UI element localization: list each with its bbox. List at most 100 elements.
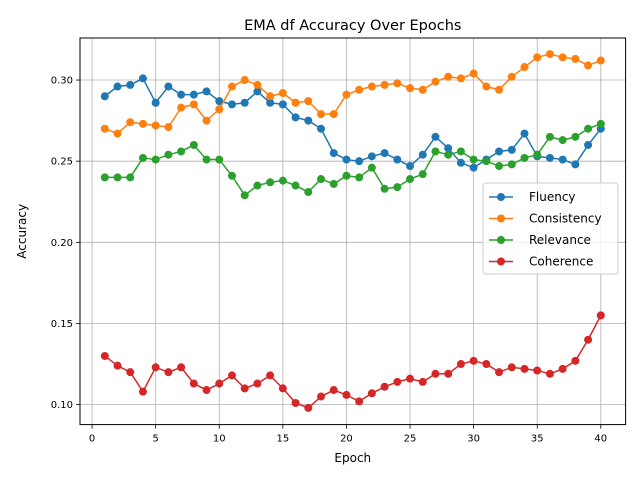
series-line-relevance	[104, 123, 602, 197]
data-point-coherence	[227, 371, 236, 380]
data-point-coherence	[393, 377, 402, 386]
data-point-fluency	[406, 162, 415, 171]
data-point-coherence	[431, 369, 440, 378]
data-point-relevance	[507, 160, 516, 169]
data-point-fluency	[495, 147, 504, 156]
data-point-relevance	[164, 150, 173, 159]
data-point-consistency	[151, 121, 160, 130]
data-point-coherence	[469, 356, 478, 365]
data-point-relevance	[189, 140, 198, 149]
series-consistency	[100, 50, 605, 138]
data-point-coherence	[355, 397, 364, 406]
data-point-coherence	[317, 392, 326, 401]
data-point-fluency	[507, 145, 516, 154]
data-point-fluency	[215, 97, 224, 106]
x-tick-label: 10	[213, 434, 226, 445]
data-point-coherence	[584, 335, 593, 344]
data-point-fluency	[444, 144, 453, 153]
data-point-relevance	[533, 150, 542, 159]
data-point-coherence	[240, 384, 249, 393]
legend-marker-fluency	[497, 193, 505, 201]
data-point-relevance	[240, 191, 249, 200]
data-point-consistency	[533, 53, 542, 62]
legend: Fluency Consistency Relevance Coherence	[482, 182, 619, 275]
data-point-coherence	[113, 361, 122, 370]
data-point-coherence	[291, 399, 300, 408]
data-point-relevance	[177, 147, 186, 156]
data-point-fluency	[367, 152, 376, 161]
series-coherence	[100, 311, 605, 412]
data-point-relevance	[202, 155, 211, 164]
data-point-coherence	[202, 386, 211, 395]
data-point-coherence	[278, 384, 287, 393]
data-point-fluency	[355, 157, 364, 166]
data-point-relevance	[215, 155, 224, 164]
data-point-coherence	[418, 377, 427, 386]
data-point-consistency	[393, 79, 402, 88]
y-tick-label: 0.10	[51, 400, 73, 411]
data-point-coherence	[406, 374, 415, 383]
data-point-consistency	[495, 85, 504, 94]
data-point-coherence	[495, 368, 504, 377]
series-layer	[100, 50, 605, 412]
data-point-consistency	[418, 85, 427, 94]
data-point-coherence	[367, 389, 376, 398]
data-point-consistency	[571, 54, 580, 63]
x-tick-label: 15	[276, 434, 289, 445]
data-point-relevance	[418, 170, 427, 179]
data-point-relevance	[342, 171, 351, 180]
data-point-consistency	[202, 116, 211, 125]
data-point-relevance	[151, 155, 160, 164]
data-point-fluency	[227, 100, 236, 109]
chart-title: EMA df Accuracy Over Epochs	[244, 18, 461, 34]
data-point-consistency	[507, 72, 516, 81]
data-point-fluency	[189, 90, 198, 99]
data-point-fluency	[342, 155, 351, 164]
data-point-consistency	[444, 72, 453, 81]
y-tick-label: 0.30	[51, 76, 73, 87]
legend-label-consistency: Consistency	[529, 212, 602, 226]
data-point-relevance	[291, 181, 300, 190]
data-point-consistency	[240, 76, 249, 85]
data-point-fluency	[202, 87, 211, 96]
data-point-fluency	[240, 98, 249, 107]
data-point-fluency	[291, 113, 300, 122]
data-point-fluency	[469, 163, 478, 172]
data-point-coherence	[482, 360, 491, 369]
data-point-coherence	[520, 364, 529, 373]
data-point-coherence	[329, 386, 338, 395]
data-point-consistency	[431, 77, 440, 86]
y-tick-label: 0.25	[51, 157, 73, 168]
plot-frame	[79, 37, 627, 426]
y-axis-label: Accuracy	[15, 204, 29, 259]
data-point-coherence	[596, 311, 605, 320]
data-point-consistency	[100, 124, 109, 133]
data-point-fluency	[100, 92, 109, 101]
data-point-consistency	[215, 105, 224, 114]
data-point-relevance	[266, 178, 275, 187]
data-point-consistency	[520, 63, 529, 72]
data-point-consistency	[189, 100, 198, 109]
data-point-fluency	[558, 155, 567, 164]
data-point-consistency	[278, 89, 287, 98]
data-point-relevance	[138, 153, 147, 162]
data-point-coherence	[456, 360, 465, 369]
data-point-relevance	[495, 162, 504, 171]
y-tick-label: 0.15	[51, 319, 73, 330]
data-point-consistency	[177, 103, 186, 112]
data-point-consistency	[482, 82, 491, 91]
data-point-coherence	[266, 371, 275, 380]
data-point-fluency	[329, 149, 338, 158]
data-point-fluency	[545, 153, 554, 162]
data-point-consistency	[253, 80, 262, 89]
data-point-relevance	[367, 163, 376, 172]
data-point-consistency	[456, 74, 465, 83]
data-point-relevance	[317, 175, 326, 184]
data-point-coherence	[126, 368, 135, 377]
y-tick-label: 0.20	[51, 238, 73, 249]
data-point-consistency	[380, 80, 389, 89]
data-point-fluency	[380, 149, 389, 158]
data-point-coherence	[177, 363, 186, 372]
data-point-fluency	[584, 140, 593, 149]
data-point-coherence	[189, 379, 198, 388]
